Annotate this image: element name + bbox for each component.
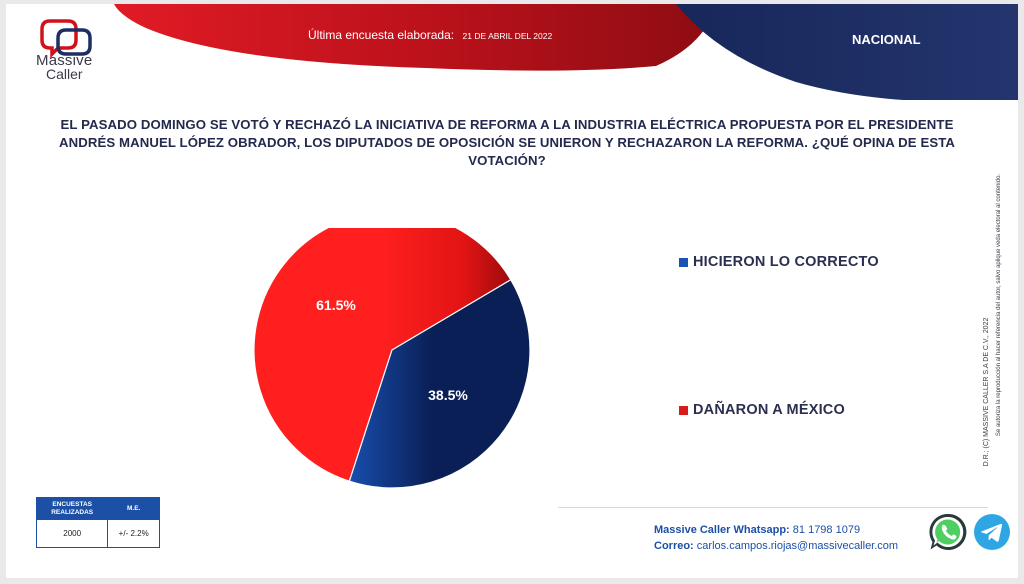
stats-value-encuestas: 2000	[35, 519, 109, 548]
logo-text-massive: Massive	[36, 52, 93, 69]
stats-header-line2: REALIZADAS	[51, 508, 94, 516]
question-title: EL PASADO DOMINGO SE VOTÓ Y RECHAZÓ LA I…	[58, 117, 956, 168]
survey-date-value: 21 DE ABRIL DEL 2022	[462, 31, 553, 41]
legend-item-danaron: DAÑARON A MÉXICO	[679, 402, 845, 418]
stats-header-encuestas: ENCUESTAS REALIZADAS	[35, 497, 109, 520]
legend-label-correcto: HICIERON LO CORRECTO	[693, 254, 879, 270]
contact-email: Correo: carlos.campos.riojas@massivecall…	[654, 539, 898, 555]
legend-item-correcto: HICIERON LO CORRECTO	[679, 254, 879, 270]
survey-date: Última encuesta elaborada: 21 DE ABRIL D…	[308, 26, 552, 44]
logo-icon	[40, 19, 92, 59]
whatsapp-number[interactable]: 81 1798 1079	[792, 524, 861, 536]
email-address[interactable]: carlos.campos.riojas@massivecaller.com	[696, 539, 899, 552]
stats-header-line1: ENCUESTAS	[52, 501, 92, 509]
legend-swatch-correcto	[679, 257, 688, 267]
pie-slice-correcto	[348, 278, 531, 488]
banner-red-shape	[114, 4, 716, 71]
slide: Massive Caller Última encuesta elaborada…	[6, 4, 1018, 578]
legend-swatch-danaron	[679, 405, 688, 415]
copyright-line-1: D.R.; (C) MASSIVE CALLER S.A DE C.V., 20…	[983, 318, 990, 467]
stats-value-me: +/- 2.2%	[107, 519, 160, 548]
contact-info: Massive Caller Whatsapp: 81 1798 1079 Co…	[654, 523, 898, 555]
pie-label-danaron: 61.5%	[316, 297, 356, 313]
email-label: Correo:	[654, 539, 694, 552]
copyright-note: D.R.; (C) MASSIVE CALLER S.A DE C.V., 20…	[983, 174, 1002, 467]
legend-label-danaron: DAÑARON A MÉXICO	[693, 402, 845, 418]
stats-header-me: M.E.	[107, 497, 160, 520]
logo-text-caller: Caller	[46, 66, 83, 82]
scope-label: NACIONAL	[852, 32, 921, 47]
header-banner	[114, 4, 1018, 100]
contact-whatsapp: Massive Caller Whatsapp: 81 1798 1079	[654, 523, 898, 539]
stats-table: ENCUESTAS REALIZADAS M.E. 2000 +/- 2.2%	[35, 497, 160, 548]
whatsapp-icon[interactable]	[928, 512, 968, 552]
pie-slice-danaron	[253, 228, 512, 483]
survey-date-label: Última encuesta elaborada:	[308, 28, 455, 42]
footer-divider	[558, 507, 988, 508]
pie-label-correcto: 38.5%	[428, 387, 468, 403]
telegram-icon[interactable]	[973, 513, 1011, 551]
pie-chart: 61.5% 38.5%	[253, 228, 531, 488]
whatsapp-label: Massive Caller Whatsapp:	[654, 524, 790, 536]
banner-navy-shape	[676, 4, 1018, 100]
copyright-line-2: Se autoriza la reproducción al hacer ref…	[996, 174, 1002, 436]
